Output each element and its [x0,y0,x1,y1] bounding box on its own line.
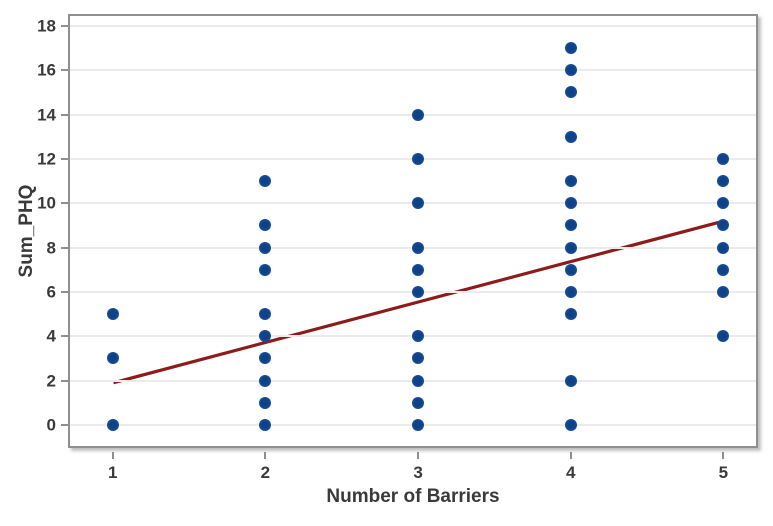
data-point [564,285,577,298]
data-point [717,285,730,298]
data-point [564,197,577,210]
y-tick-mark [61,157,68,160]
y-tick-label: 18 [37,16,56,36]
y-tick-label: 10 [37,193,56,213]
data-point [412,197,425,210]
data-point [259,219,272,232]
data-point [259,374,272,387]
data-point [717,152,730,165]
y-tick-mark [61,202,68,205]
data-point [412,330,425,343]
data-point [564,308,577,321]
data-point [717,219,730,232]
data-point [412,352,425,365]
data-point [564,86,577,99]
y-tick-mark [61,290,68,293]
data-point [259,241,272,254]
data-point [717,263,730,276]
y-tick-mark [61,113,68,116]
x-tick-mark [111,452,114,459]
y-tick-label: 2 [46,371,56,391]
trend-line-layer [113,220,719,385]
y-tick-mark [61,69,68,72]
x-tick-label: 1 [108,463,118,482]
y-axis-title: Sum_PHQ [16,184,37,278]
x-tick-label: 5 [718,463,729,482]
gridline [70,69,756,72]
data-point [259,308,272,321]
data-point [717,175,730,188]
x-tick-mark [569,452,572,459]
data-point [412,374,425,387]
x-tick-mark [417,452,420,459]
data-point [717,197,730,210]
gridline [70,24,756,27]
data-point [412,108,425,121]
data-point [564,64,577,77]
data-point [259,330,272,343]
x-tick-label: 4 [565,463,576,482]
data-point [564,418,577,431]
y-tick-mark [61,335,68,338]
data-point [412,418,425,431]
data-point [259,396,272,409]
data-point [564,175,577,188]
plot-area [68,14,758,448]
data-point [412,263,425,276]
data-point [564,42,577,55]
data-point [259,352,272,365]
data-point [259,175,272,188]
y-tick-label: 12 [37,149,56,169]
y-tick-mark [61,246,68,249]
data-point [564,374,577,387]
data-point [717,330,730,343]
y-tick-mark [61,423,68,426]
data-point [106,418,119,431]
data-point [564,130,577,143]
data-point [412,285,425,298]
trend-line [113,220,719,385]
x-tick-mark [264,452,267,459]
y-tick-mark [61,379,68,382]
data-point [259,263,272,276]
y-tick-label: 16 [37,60,56,80]
data-point [412,396,425,409]
y-tick-label: 6 [46,282,56,302]
data-point [564,219,577,232]
data-point [259,418,272,431]
data-point [412,241,425,254]
y-tick-mark [61,24,68,27]
x-axis-title: Number of Barriers [326,486,500,507]
data-point [564,241,577,254]
data-point [564,263,577,276]
x-tick-label: 3 [413,463,423,482]
x-tick-mark [722,452,725,459]
data-point [717,241,730,254]
y-tick-label: 0 [46,415,56,435]
y-tick-label: 14 [37,105,56,125]
data-point [412,152,425,165]
y-tick-label: 8 [46,238,56,258]
data-point [106,308,119,321]
y-tick-label: 4 [46,326,56,346]
x-tick-label: 2 [260,463,271,482]
data-point [106,352,119,365]
